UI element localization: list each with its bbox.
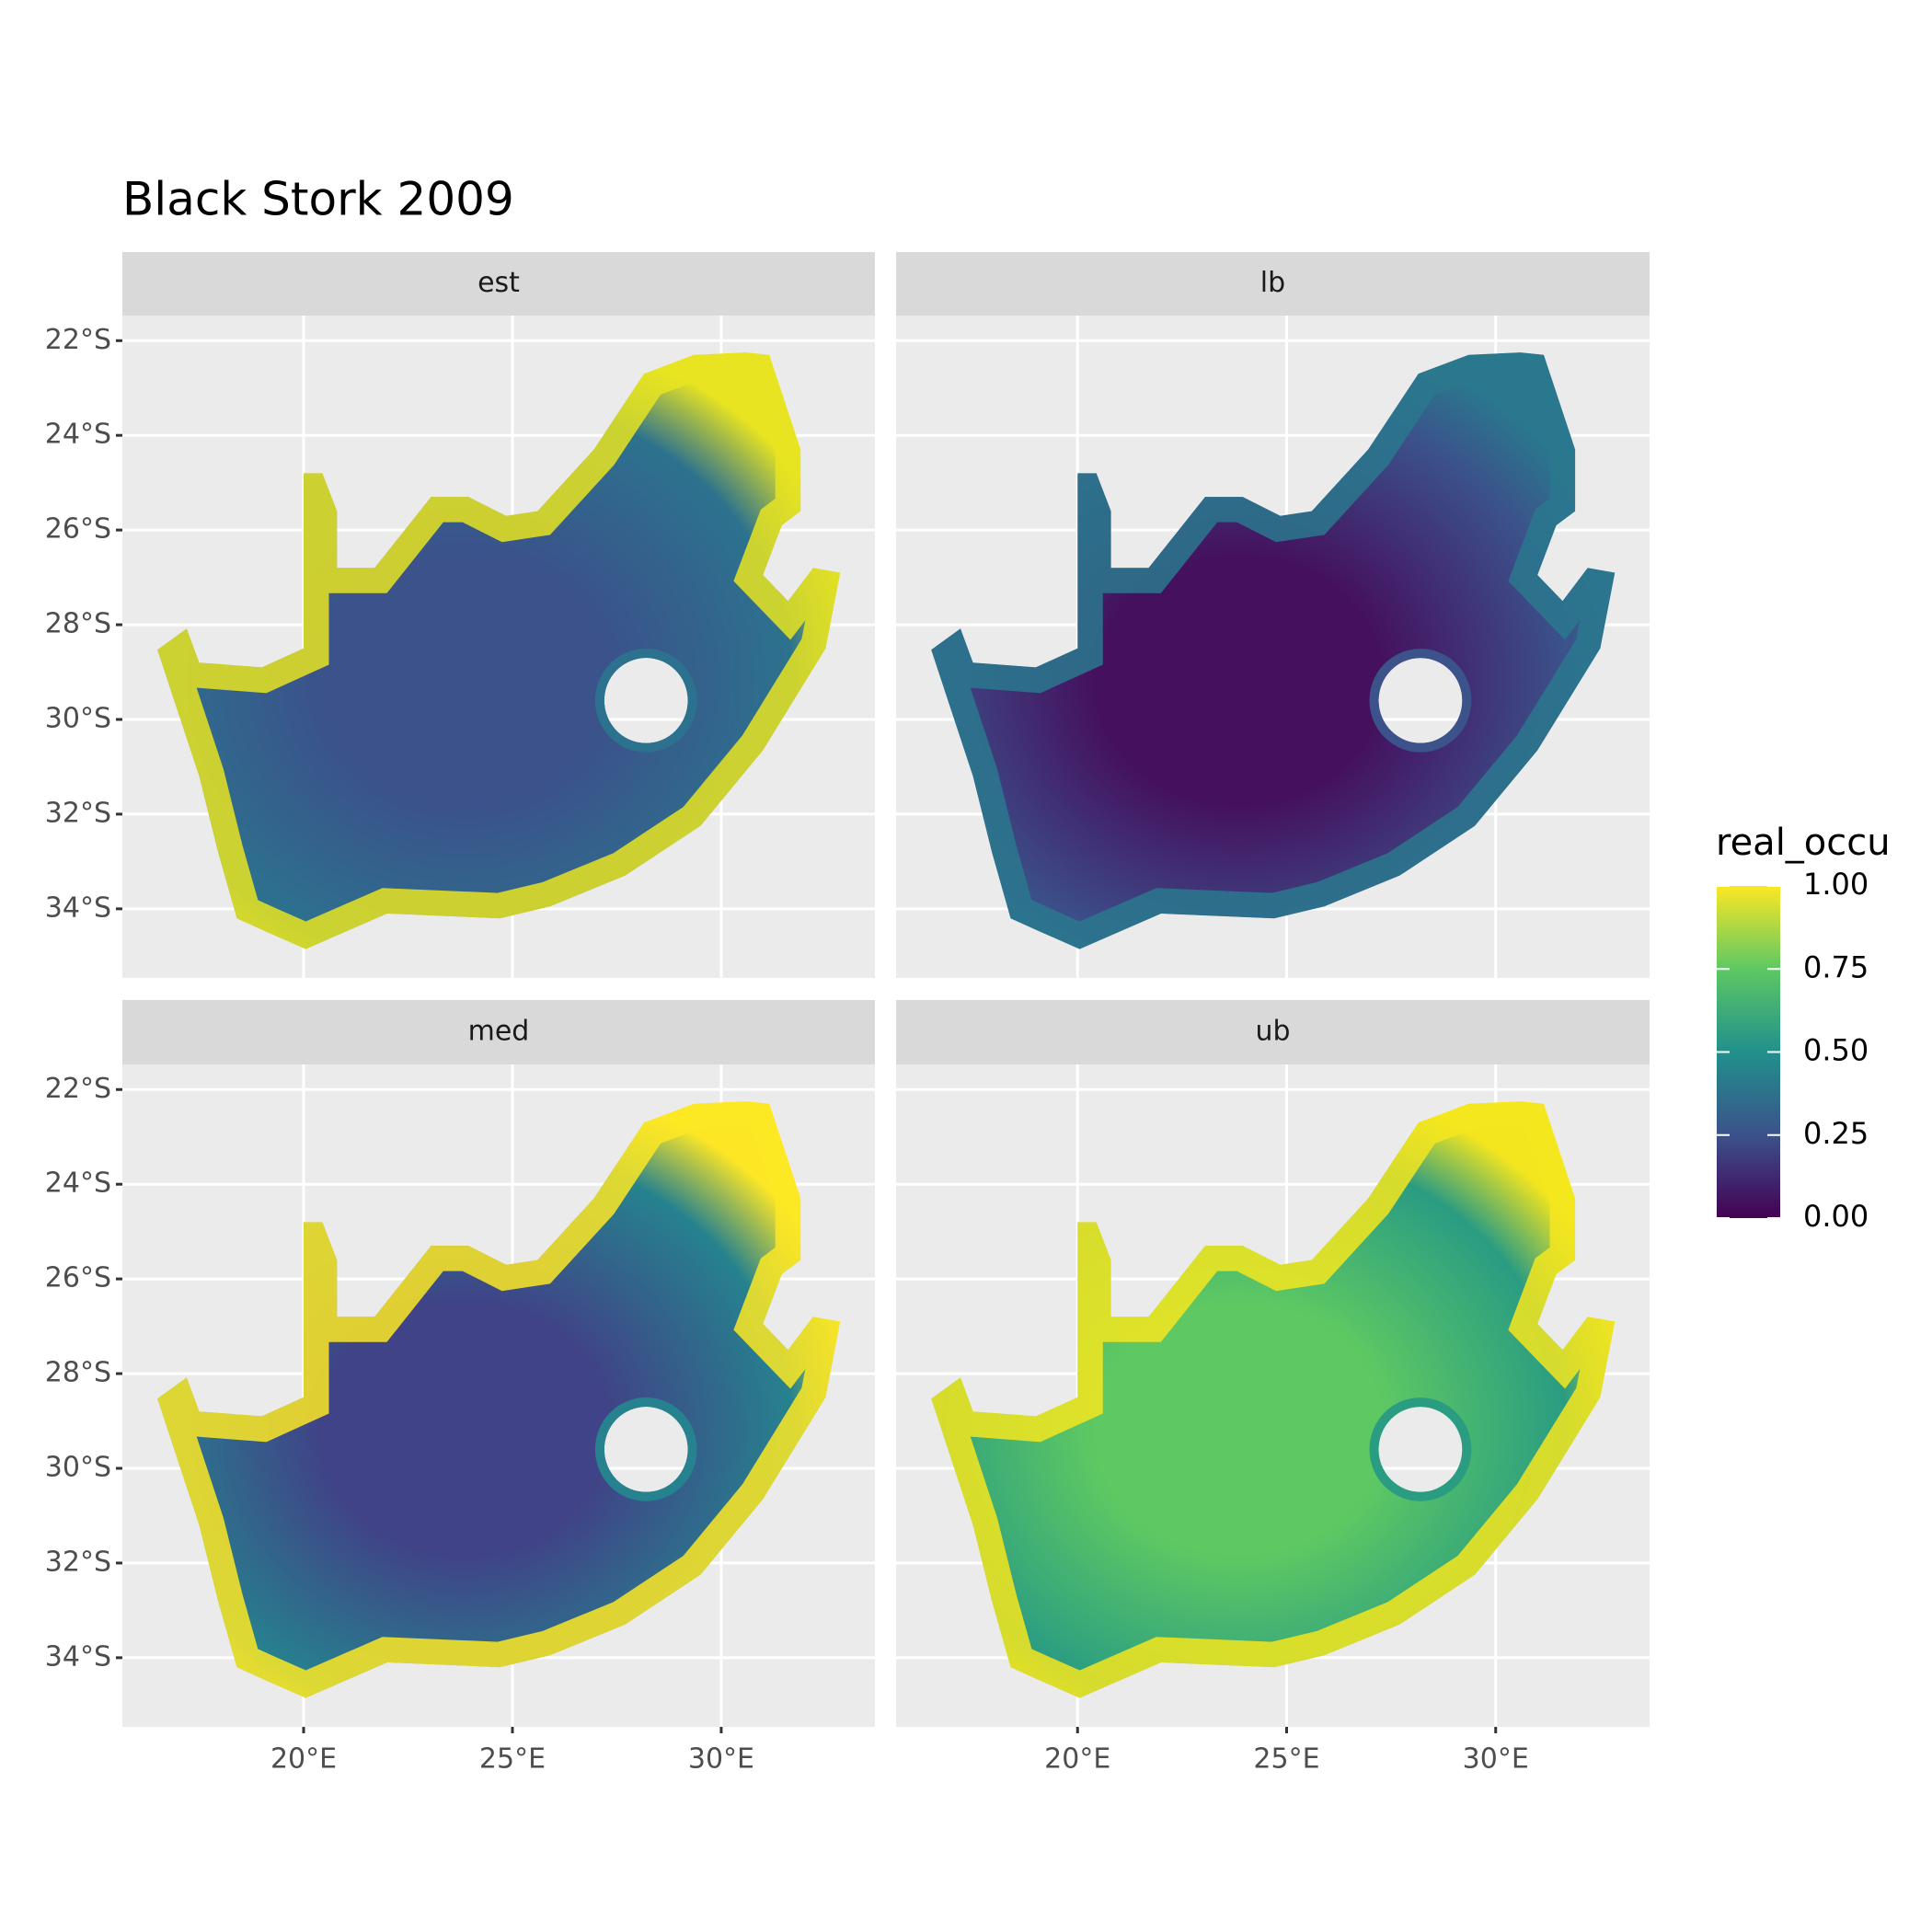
legend-label: 0.50 bbox=[1803, 1033, 1869, 1068]
y-tick-label: 22°S bbox=[45, 324, 111, 356]
legend-label: 1.00 bbox=[1803, 867, 1869, 902]
x-tick-label: 20°E bbox=[1044, 1743, 1110, 1776]
y-tick-label: 30°S bbox=[45, 1451, 111, 1483]
strip-label: med bbox=[468, 1016, 530, 1048]
y-tick-label: 24°S bbox=[45, 1167, 111, 1200]
legend-label: 0.75 bbox=[1803, 949, 1869, 984]
y-tick-label: 30°S bbox=[45, 702, 111, 734]
x-tick-label: 25°E bbox=[1253, 1743, 1319, 1776]
x-tick-label: 30°E bbox=[1463, 1743, 1529, 1776]
strip bbox=[896, 252, 1650, 316]
y-tick-label: 32°S bbox=[45, 797, 111, 829]
x-tick-label: 30°E bbox=[688, 1743, 754, 1776]
strip-label: lb bbox=[1260, 267, 1285, 299]
legend-label: 0.00 bbox=[1803, 1199, 1869, 1234]
x-tick-label: 20°E bbox=[270, 1743, 337, 1776]
strip-label: ub bbox=[1255, 1016, 1290, 1048]
y-tick-label: 22°S bbox=[45, 1073, 111, 1105]
strip bbox=[122, 252, 875, 316]
y-tick-label: 32°S bbox=[45, 1546, 111, 1578]
legend-title: real_occu bbox=[1716, 822, 1891, 864]
strip bbox=[122, 1000, 875, 1064]
strip bbox=[896, 1000, 1650, 1064]
y-tick-label: 28°S bbox=[45, 1357, 111, 1389]
chart-title: Black Stork 2009 bbox=[122, 173, 514, 226]
y-tick-label: 26°S bbox=[45, 513, 111, 546]
x-tick-label: 25°E bbox=[479, 1743, 546, 1776]
y-tick-label: 34°S bbox=[45, 891, 111, 924]
legend-label: 0.25 bbox=[1803, 1116, 1869, 1151]
y-tick-label: 34°S bbox=[45, 1640, 111, 1673]
y-tick-label: 24°S bbox=[45, 419, 111, 451]
y-tick-label: 26°S bbox=[45, 1262, 111, 1294]
strip-label: est bbox=[477, 267, 520, 299]
y-tick-label: 28°S bbox=[45, 608, 111, 640]
